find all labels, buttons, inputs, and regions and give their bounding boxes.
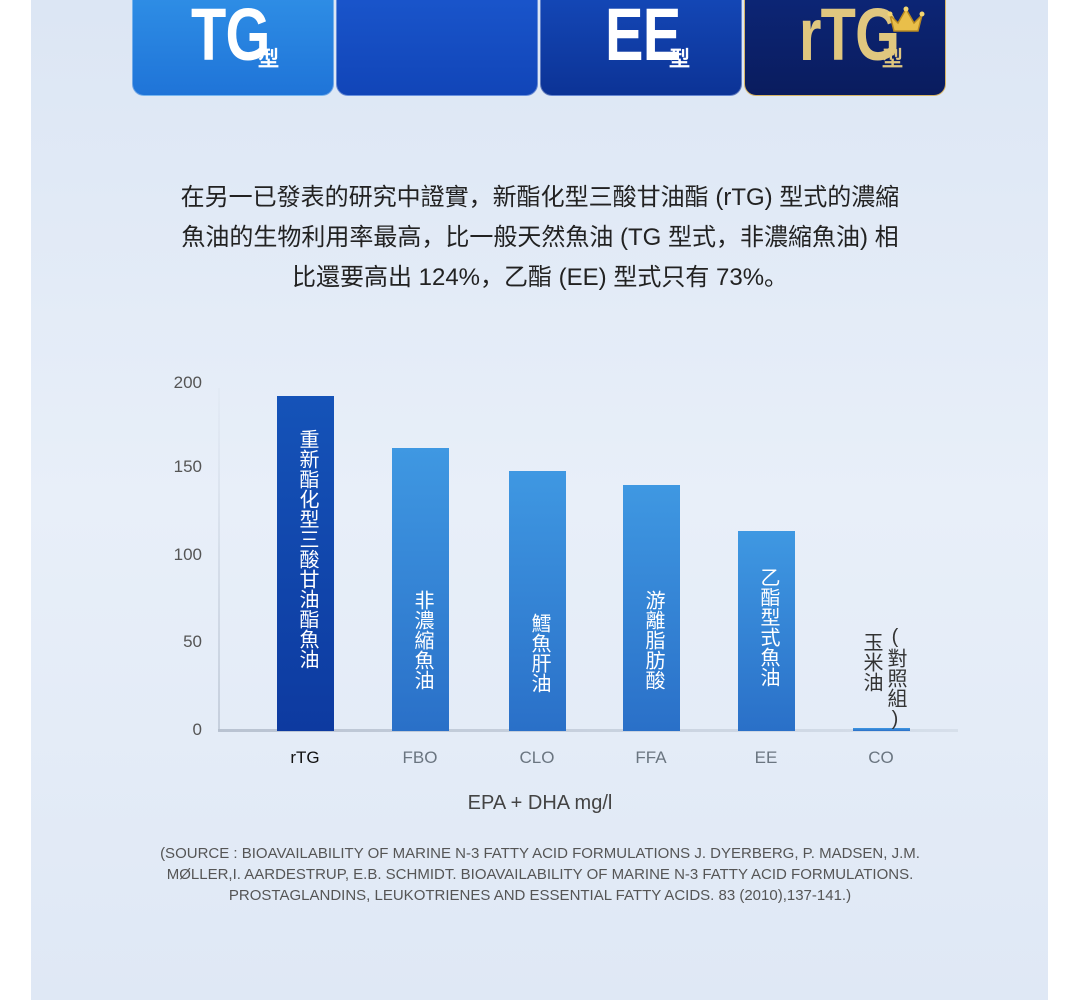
bar-label: 鱈魚肝油 <box>528 613 550 693</box>
bar-fbo <box>392 448 449 731</box>
co-label: 玉米油 <box>860 632 882 692</box>
x-tick-label: FBO <box>402 748 438 767</box>
source-line: (SOURCE : BIOAVAILABILITY OF MARINE N-3 … <box>160 845 920 862</box>
x-tick-label: rTG <box>290 748 320 767</box>
tab-rtg-suffix: 型 <box>882 48 903 71</box>
y-tick-label: 200 <box>173 373 202 392</box>
tab-tg-title: TG <box>191 0 270 76</box>
x-tick-label: CO <box>868 748 894 767</box>
tab-ee-title: EE <box>605 0 681 76</box>
co-control-label: (對照組) <box>884 626 906 730</box>
x-tick-label: FFA <box>635 748 667 767</box>
tab-second[interactable] <box>336 0 538 96</box>
bar-ee <box>738 531 795 731</box>
tab-tg-suffix: 型 <box>258 48 279 71</box>
y-axis-line <box>218 388 220 731</box>
description-line: 比還要高出 124%，乙酯 (EE) 型式只有 73%。 <box>291 264 789 291</box>
y-tick-label: 100 <box>173 545 202 564</box>
x-axis-line <box>218 729 958 732</box>
source-citation: (SOURCE : BIOAVAILABILITY OF MARINE N-3 … <box>150 843 930 906</box>
crown-icon <box>887 6 925 32</box>
bar-label: 乙酯型式魚油 <box>757 567 779 687</box>
bar-label: 非濃縮魚油 <box>411 590 433 690</box>
y-tick-label: 50 <box>183 632 202 651</box>
x-axis-title: EPA + DHA mg/l <box>467 792 613 814</box>
source-line: MØLLER,I. AARDESTRUP, E.B. SCHMIDT. BIOA… <box>166 866 914 883</box>
oil-type-tabs: TG 型 EE 型 rTG 型 <box>132 0 947 96</box>
bar-ffa <box>623 484 680 731</box>
description-line: 魚油的生物利用率最高，比一般天然魚油 (TG 型式，非濃縮魚油) 相 <box>181 224 899 251</box>
y-tick-label: 150 <box>173 457 202 476</box>
y-tick-label: 0 <box>192 720 202 739</box>
tab-rtg[interactable]: rTG 型 <box>744 0 946 96</box>
tab-ee-suffix: 型 <box>669 48 690 71</box>
bar-rtg <box>277 396 334 731</box>
bar-label: 游離脂肪酸 <box>642 590 664 690</box>
source-line: PROSTAGLANDINS, LEUKOTRIENES AND ESSENTI… <box>228 887 852 904</box>
x-tick-label: EE <box>754 748 778 767</box>
tab-ee[interactable]: EE 型 <box>540 0 742 96</box>
bar-label: 重新酯化型三酸甘油酯魚油 <box>296 429 318 669</box>
bar-clo <box>509 470 566 731</box>
tab-tg[interactable]: TG 型 <box>132 0 334 96</box>
study-description: 在另一已發表的研究中證實，新酯化型三酸甘油酯 (rTG) 型式的濃縮 魚油的生物… <box>140 178 940 298</box>
tab-rtg-title: rTG <box>799 0 900 76</box>
x-tick-label: CLO <box>519 748 555 767</box>
bar-co <box>853 727 910 731</box>
description-line: 在另一已發表的研究中證實，新酯化型三酸甘油酯 (rTG) 型式的濃縮 <box>180 184 900 211</box>
